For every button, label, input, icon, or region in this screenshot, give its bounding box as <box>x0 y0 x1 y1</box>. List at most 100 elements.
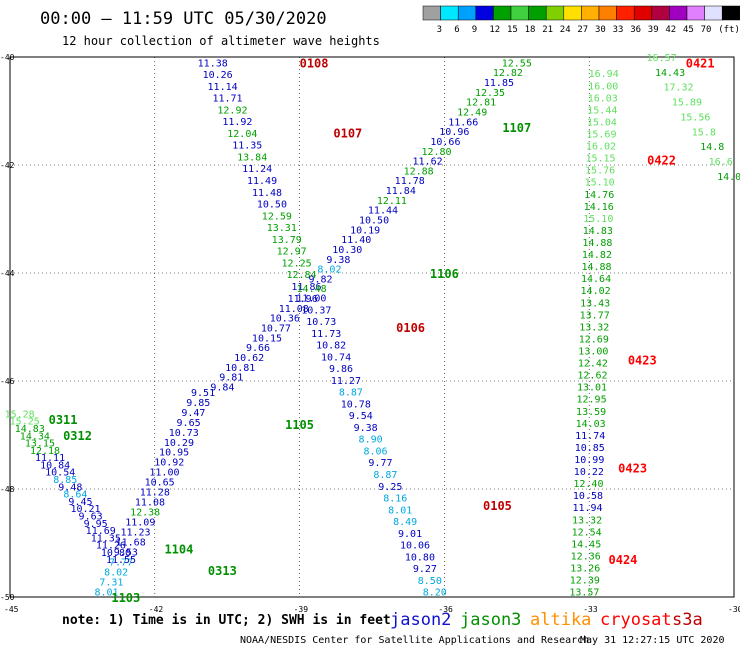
legend-swatch <box>422 5 441 21</box>
wave-height-value: 13.59 <box>576 407 606 418</box>
wave-height-value: 9.38 <box>326 255 350 266</box>
legend-swatch <box>563 5 582 21</box>
y-tick-label: -40 <box>0 53 15 62</box>
wave-height-value: 16.94 <box>589 69 619 80</box>
wave-height-value: 9.38 <box>354 423 378 434</box>
legend-swatch <box>686 5 705 21</box>
wave-height-value: 10.50 <box>257 200 287 211</box>
wave-height-value: 11.00 <box>149 468 179 479</box>
wave-height-value: 8.01 <box>388 505 412 516</box>
legend-swatch <box>616 5 635 21</box>
legend-swatch <box>633 5 653 21</box>
wave-height-value: 12.55 <box>502 58 532 69</box>
wave-height-value: 8.90 <box>359 435 383 446</box>
wave-height-value: 11.23 <box>120 528 150 539</box>
wave-height-value: 9.48 <box>58 482 82 493</box>
wave-height-value: 13.32 <box>579 322 609 333</box>
legend-swatch <box>721 5 740 21</box>
pass-time-label: 0106 <box>396 321 425 335</box>
wave-height-value: 11.86 <box>291 282 321 293</box>
wave-height-value: 8.64 <box>63 490 87 501</box>
legend-label: 39 <box>648 25 659 35</box>
wave-height-value: 12.88 <box>404 166 434 177</box>
legend-label: 30 <box>595 25 606 35</box>
wave-height-value: 12.82 <box>493 68 523 79</box>
wave-height-value: 9.81 <box>219 373 243 384</box>
legend-swatch <box>581 5 600 21</box>
wave-height-value: 15.44 <box>587 105 617 116</box>
wave-height-value: 12.84 <box>286 270 316 281</box>
wave-height-value: 11.09 <box>125 518 155 529</box>
wave-height-value: 15.89 <box>672 98 702 109</box>
wave-height-value: 11.73 <box>311 329 341 340</box>
wave-height-value: 11.26 <box>96 541 126 552</box>
wave-height-value: 12.35 <box>475 88 505 99</box>
wave-height-value: 15.10 <box>583 214 613 225</box>
wave-height-value: 10.19 <box>350 225 380 236</box>
legend-swatch <box>493 5 512 21</box>
wave-height-value: 9.25 <box>378 482 402 493</box>
pass-time-label: 0421 <box>686 56 715 70</box>
wave-height-value: 10.26 <box>203 70 233 81</box>
wave-height-value: 8.49 <box>393 517 417 528</box>
wave-height-value: 10.95 <box>159 448 189 459</box>
wave-height-value: 16.03 <box>588 93 618 104</box>
wave-height-value: 15.04 <box>587 117 617 128</box>
wave-height-value: 15.28 <box>5 409 35 420</box>
wave-height-value: 13.32 <box>572 515 602 526</box>
wave-height-value: 13.26 <box>570 563 600 574</box>
wave-height-value: 14.03 <box>576 419 606 430</box>
wave-height-value: 14.88 <box>582 238 612 249</box>
wave-height-value: 8.50 <box>418 576 442 587</box>
wave-height-value: 14.8 <box>700 142 724 153</box>
wave-height-value: 10.82 <box>316 341 346 352</box>
wave-height-value: 11.94 <box>572 503 602 514</box>
legend-label: 70 <box>701 25 712 35</box>
wave-height-value: 13.57 <box>569 588 599 599</box>
wave-height-value: 12.42 <box>578 359 608 370</box>
wave-height-value: 12.40 <box>573 479 603 490</box>
footer-credit: NOAA/NESDIS Center for Satellite Applica… <box>240 635 589 646</box>
legend-label: 21 <box>542 25 553 35</box>
wave-height-value: 10.74 <box>321 352 351 363</box>
footer-timestamp: May 31 12:27:15 UTC 2020 <box>580 635 725 646</box>
wave-height-value: 13.15 <box>25 439 55 450</box>
wave-height-value: 9.66 <box>246 343 270 354</box>
legend-swatch <box>669 5 688 21</box>
satellite-name: s3a <box>672 610 703 630</box>
wave-height-value: 11.11 <box>35 453 65 464</box>
wave-height-value: 11.44 <box>368 206 398 217</box>
wave-height-value: 8.87 <box>339 388 363 399</box>
legend-label: 6 <box>454 25 459 35</box>
legend-label: 42 <box>665 25 676 35</box>
pass-time-label: 1106 <box>430 267 459 281</box>
chart-title: 00:00 – 11:59 UTC 05/30/2020 <box>40 9 327 29</box>
wave-height-value: 8.01 <box>94 588 118 599</box>
legend-label: (ft) <box>718 25 740 35</box>
wave-height-value: 14.02 <box>581 286 611 297</box>
x-tick-label: -42 <box>149 605 164 614</box>
wave-height-value: 9.95 <box>84 519 108 530</box>
y-tick-label: -44 <box>0 269 15 278</box>
satellite-name: altika <box>530 610 591 630</box>
wave-height-value: 11.96 <box>288 294 318 305</box>
wave-height-value: 14.43 <box>655 68 685 79</box>
wave-height-value: 14.83 <box>583 226 613 237</box>
legend-label: 9 <box>472 25 477 35</box>
wave-height-value: 12.49 <box>457 107 487 118</box>
wave-height-value: 10.92 <box>154 458 184 469</box>
pass-time-label: 0423 <box>628 353 657 367</box>
wave-height-value: 11.24 <box>242 164 272 175</box>
pass-time-label: 1107 <box>502 121 531 135</box>
wave-height-value: 9.27 <box>413 564 437 575</box>
wave-height-value: 14.88 <box>581 262 611 273</box>
wave-height-value: 14.45 <box>571 539 601 550</box>
pass-time-label: 1103 <box>111 591 140 605</box>
wave-height-value: 11.40 <box>341 235 371 246</box>
wave-height-value: 9.77 <box>368 458 392 469</box>
pass-time-label: 0423 <box>618 461 647 475</box>
legend-swatch <box>651 5 670 21</box>
wave-height-value: 16.02 <box>586 142 616 153</box>
satellite-name: jason2 <box>390 610 451 630</box>
wave-height-value: 10.78 <box>341 399 371 410</box>
